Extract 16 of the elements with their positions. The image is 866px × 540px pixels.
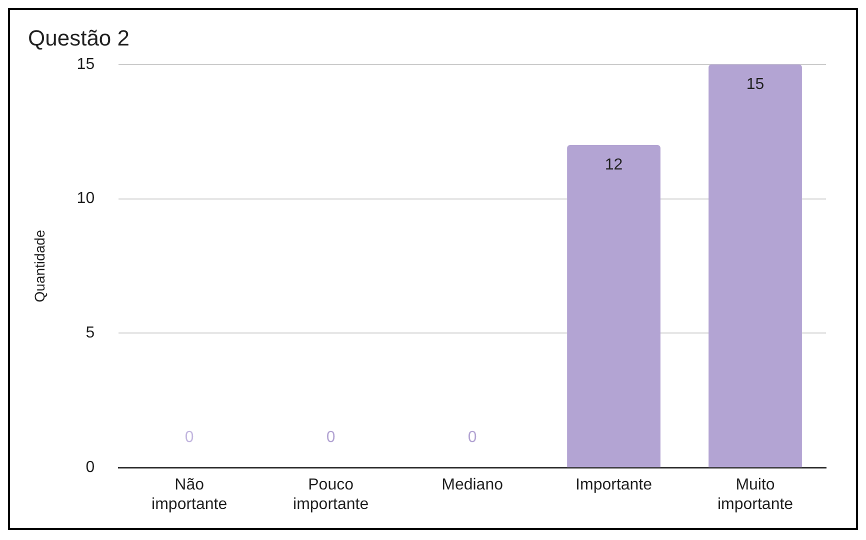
data-label: 0 bbox=[468, 429, 477, 446]
y-tick-label: 10 bbox=[76, 190, 95, 208]
data-label: 12 bbox=[604, 156, 623, 174]
x-tick-label: Pouco importante bbox=[293, 476, 369, 513]
y-tick-label: 15 bbox=[76, 56, 95, 73]
x-tick-label: Importante bbox=[576, 476, 652, 494]
data-label: 0 bbox=[326, 429, 336, 446]
data-label: 15 bbox=[746, 76, 764, 93]
x-tick-label: Não importante bbox=[152, 476, 228, 513]
x-tick-label: Muito importante bbox=[717, 476, 794, 513]
chart-title: Questão 2 bbox=[28, 25, 130, 50]
x-tick-label: Mediano bbox=[442, 476, 504, 494]
y-tick-label: 0 bbox=[86, 459, 95, 476]
y-tick-label: 5 bbox=[86, 324, 95, 342]
data-label: 0 bbox=[184, 429, 194, 446]
y-axis-title: Quantidade bbox=[31, 230, 48, 302]
